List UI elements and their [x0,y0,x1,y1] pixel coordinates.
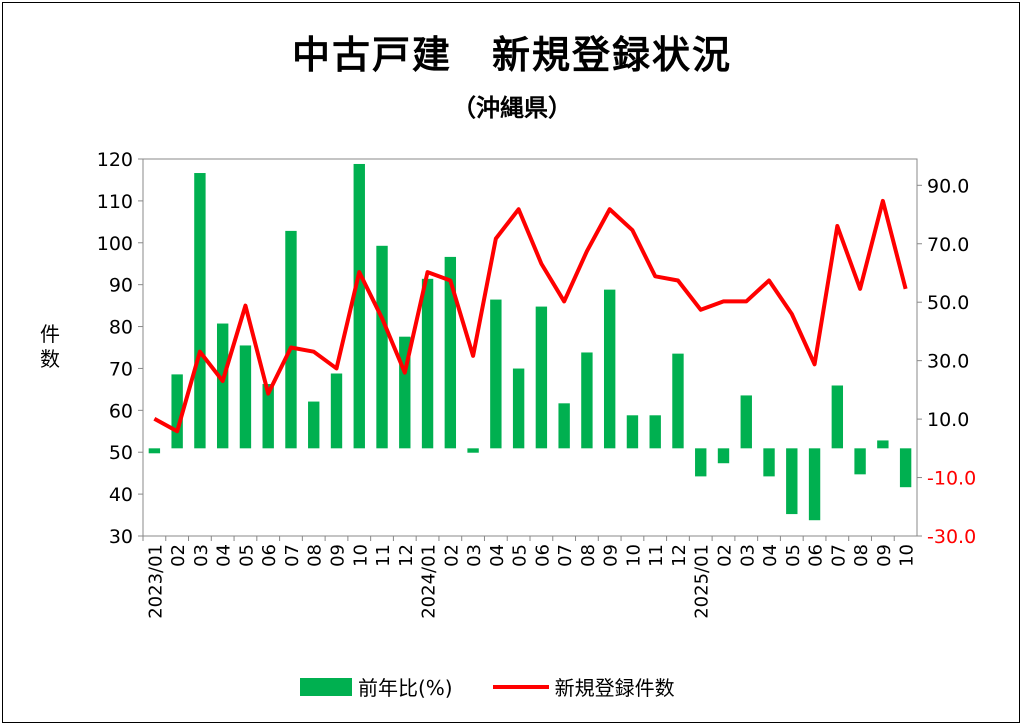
chart-subtitle: （沖縄県） [452,94,572,122]
x-tick-label: 02 [715,544,736,567]
y-axis-label: 件数 [40,322,60,371]
bar [854,448,866,475]
bar [535,306,548,449]
legend: 前年比(%) 新規登録件数 [300,672,675,701]
left-tick-label: 60 [109,400,133,422]
x-tick-label: 08 [305,544,326,567]
bar [171,374,183,449]
x-tick-label: 03 [191,544,212,567]
count-line [153,198,908,434]
bar [786,448,798,515]
bar [148,448,161,454]
x-tick-label: 11 [373,544,394,567]
left-tick-label: 90 [109,275,133,297]
bar [467,448,479,453]
x-tick-label: 12 [669,544,690,567]
left-tick-label: 100 [97,233,133,255]
x-tick-label: 2024/01 [419,544,440,619]
x-tick-label: 10 [897,544,918,567]
x-tick-label: 03 [464,544,485,567]
bar [353,163,365,449]
left-tick-label: 50 [109,442,133,464]
left-tick-label: 70 [109,358,133,380]
x-tick-label: 04 [214,544,235,567]
x-tick-label: 07 [555,544,576,567]
bar [490,299,502,449]
left-tick-label: 40 [109,484,133,506]
bar [740,395,752,449]
legend-bar-swatch [300,677,352,696]
bar [421,278,434,449]
x-tick-label: 09 [601,544,622,567]
bar [558,403,570,449]
bar [262,384,274,449]
bar [444,256,457,449]
bar [649,415,661,449]
right-tick-label: 10.0 [927,409,969,431]
bar [216,323,229,449]
x-tick-label: 05 [236,544,257,567]
x-tick-label: 04 [487,544,508,567]
bar [285,230,297,449]
left-tick-label: 110 [97,191,133,213]
bar [831,385,844,449]
legend-line-label: 新規登録件数 [554,676,675,700]
right-tick-label: -30.0 [927,526,976,548]
x-tick-label: 02 [441,544,462,567]
left-tick-label: 80 [109,317,133,339]
legend-bar-label: 前年比(%) [358,676,453,700]
x-tick-label: 04 [760,544,781,567]
bar [330,373,343,449]
bar [763,448,775,477]
bar [603,289,616,449]
left-tick-label: 120 [97,149,133,171]
x-tick-label: 07 [282,544,303,567]
bar [808,448,821,521]
x-tick-label: 10 [623,544,644,567]
right-tick-label: 30.0 [927,351,969,373]
x-tick-label: 03 [737,544,758,567]
x-tick-label: 02 [168,544,189,567]
bar [877,440,889,449]
legend-line-swatch [492,684,549,689]
bar [581,352,593,449]
right-tick-label: 50.0 [927,292,969,314]
x-tick-label: 2025/01 [692,544,713,619]
right-tick-label: 70.0 [927,234,969,256]
chart-title: 中古戸建 新規登録状況 [291,33,732,77]
bar [899,448,912,488]
bar [717,448,730,464]
bar [376,245,388,449]
left-tick-label: 30 [109,526,133,548]
bar [672,353,684,449]
bar [512,368,525,449]
x-tick-label: 09 [874,544,895,567]
x-tick-label: 07 [828,544,849,567]
x-tick-label: 06 [532,544,553,567]
x-tick-label: 11 [646,544,667,567]
x-tick-label: 08 [851,544,872,567]
bar [399,336,411,449]
bar [239,345,252,449]
x-tick-label: 10 [350,544,371,567]
bar [695,448,707,477]
x-tick-label: 05 [510,544,531,567]
bar [626,415,639,449]
x-tick-label: 2023/01 [145,544,166,619]
x-tick-label: 12 [396,544,417,567]
x-tick-label: 06 [259,544,280,567]
x-tick-label: 08 [578,544,599,567]
bar [194,173,206,449]
right-tick-label: 90.0 [927,175,969,197]
x-tick-label: 06 [806,544,827,567]
x-tick-label: 09 [328,544,349,567]
right-tick-label: -10.0 [927,468,976,490]
x-tick-label: 05 [783,544,804,567]
bar [308,401,320,449]
plot-area [142,158,918,537]
